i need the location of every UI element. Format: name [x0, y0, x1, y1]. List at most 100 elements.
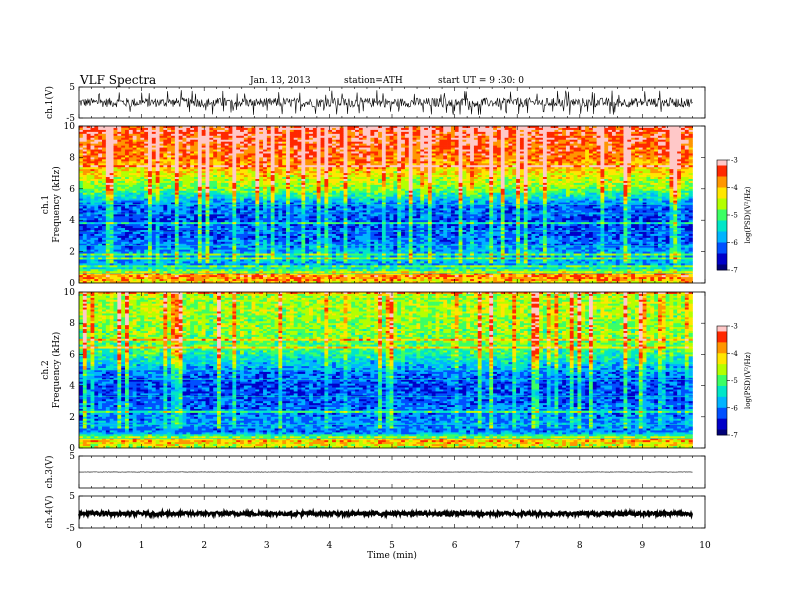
spectrogram-cell	[106, 167, 110, 169]
spectrogram-cell	[382, 167, 386, 169]
spectrogram-cell	[317, 167, 321, 169]
spectrogram-cell	[543, 153, 547, 155]
spectrogram-cell	[466, 128, 470, 130]
spectrogram-cell	[424, 183, 428, 185]
spectrogram-cell	[278, 144, 282, 146]
spectrogram-cell	[98, 161, 102, 163]
spectrogram-cell	[608, 136, 612, 138]
spectrogram-cell	[202, 183, 206, 185]
spectrogram-cell	[616, 136, 620, 138]
spectrogram-cell	[213, 144, 217, 146]
spectrogram-cell	[232, 175, 236, 177]
spectrogram-cell	[386, 144, 390, 146]
spectrogram-cell	[635, 175, 639, 177]
spectrogram-cell	[252, 175, 256, 177]
spectrogram-cell	[305, 161, 309, 163]
spectrogram-cell	[160, 161, 164, 163]
spectrogram-cell	[386, 183, 390, 185]
spectrogram-cell	[531, 153, 535, 155]
spectrogram-cell	[616, 144, 620, 146]
spectrogram-cell	[443, 128, 447, 130]
spectrogram-cell	[83, 153, 87, 155]
spectrogram-cell	[301, 161, 305, 163]
spectrogram-cell	[577, 167, 581, 169]
spectrogram-cell	[413, 153, 417, 155]
spectrogram-cell	[183, 153, 187, 155]
spectrogram-cell	[382, 175, 386, 177]
spectrogram-cell	[627, 153, 631, 155]
spectrogram-cell	[554, 153, 558, 155]
spectrogram-cell	[244, 136, 248, 138]
spectrogram-cell	[121, 136, 125, 138]
spectrogram-cell	[202, 167, 206, 169]
spectrogram-cell	[363, 167, 367, 169]
spectrogram-cell	[217, 136, 221, 138]
spectrogram-cell	[198, 183, 202, 185]
spectrogram-cell	[405, 183, 409, 185]
spectrogram-cell	[106, 161, 110, 163]
spectrogram-cell	[528, 175, 532, 177]
spectrogram-cell	[409, 153, 413, 155]
spectrogram-cell	[543, 144, 547, 146]
spectrogram-cell	[125, 144, 129, 146]
spectrogram-cell	[106, 175, 110, 177]
spectrogram-cell	[505, 128, 509, 130]
spectrogram-cell	[240, 136, 244, 138]
spectrogram-cell	[524, 175, 528, 177]
spectrogram-cell	[179, 167, 183, 169]
spectrogram-cell	[344, 136, 348, 138]
spectrogram-cell	[386, 136, 390, 138]
spectrogram-cell	[673, 175, 677, 177]
spectrogram-cell	[681, 175, 685, 177]
spectrogram-cell	[574, 167, 578, 169]
spectrogram-cell	[313, 183, 317, 185]
spectrogram-cell	[420, 161, 424, 163]
spectrogram-cell	[110, 161, 114, 163]
spectrogram-cell	[340, 175, 344, 177]
spectrogram-cell	[485, 153, 489, 155]
spectrogram-cell	[271, 128, 275, 130]
spectrogram-cell	[558, 183, 562, 185]
spectrogram-cell	[94, 144, 98, 146]
spectrogram-cell	[94, 136, 98, 138]
spectrogram-cell	[386, 161, 390, 163]
spectrogram-cell	[225, 183, 229, 185]
spectrogram-cell	[658, 136, 662, 138]
spectrogram-cell	[275, 161, 279, 163]
spectrogram-cell	[551, 183, 555, 185]
spectrogram-cell	[156, 144, 160, 146]
spectrogram-cell	[209, 167, 213, 169]
spectrogram-cell	[336, 136, 340, 138]
spectrogram-cell	[198, 161, 202, 163]
spectrogram-cell	[275, 167, 279, 169]
spectrogram-cell	[271, 161, 275, 163]
spectrogram-cell	[340, 161, 344, 163]
spectrogram-cell	[386, 167, 390, 169]
spectrogram-cell	[298, 153, 302, 155]
spectrogram-cell	[240, 144, 244, 146]
spectrogram-cell	[240, 161, 244, 163]
spectrogram-cell	[608, 183, 612, 185]
spectrogram-cell	[179, 136, 183, 138]
spectrogram-cell	[114, 161, 118, 163]
spectrogram-cell	[689, 144, 693, 146]
spectrogram-cell	[229, 183, 233, 185]
spectrogram-cell	[413, 183, 417, 185]
spectrogram-cell	[597, 183, 601, 185]
spectrogram-cell	[466, 161, 470, 163]
spectrogram-cell	[539, 136, 543, 138]
spectrogram-cell	[290, 136, 294, 138]
spectrogram-cell	[673, 136, 677, 138]
spectrogram-cell	[478, 128, 482, 130]
spectrogram-cell	[202, 161, 206, 163]
spectrogram-cell	[351, 167, 355, 169]
spectrogram-cell	[106, 183, 110, 185]
spectrogram-cell	[282, 136, 286, 138]
spectrogram-cell	[401, 144, 405, 146]
spectrogram-cell	[639, 175, 643, 177]
spectrogram-cell	[658, 128, 662, 130]
spectrogram-cell	[390, 136, 394, 138]
spectrogram-cell	[689, 161, 693, 163]
spectrogram-cell	[428, 128, 432, 130]
spectrogram-cell	[485, 144, 489, 146]
